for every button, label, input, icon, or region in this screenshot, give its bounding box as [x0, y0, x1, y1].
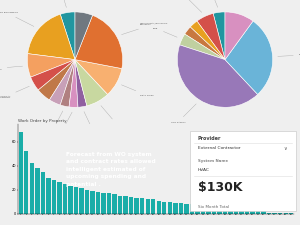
Bar — [201, 205, 205, 214]
Bar — [178, 203, 183, 214]
Wedge shape — [75, 15, 123, 69]
Wedge shape — [60, 60, 75, 107]
Wedge shape — [28, 14, 75, 60]
Bar — [278, 213, 282, 214]
Bar — [267, 213, 272, 214]
Text: $130K: $130K — [198, 181, 242, 194]
Bar — [134, 198, 139, 214]
Text: OTHER EQUIPMENT: OTHER EQUIPMENT — [170, 0, 202, 12]
Bar — [63, 184, 67, 214]
Bar — [68, 186, 73, 214]
Bar — [250, 211, 255, 214]
Text: Forecast from WO system
and contract rates allowed
intelligent estimated of
upco: Forecast from WO system and contract rat… — [66, 152, 156, 187]
Wedge shape — [75, 12, 93, 60]
Bar — [101, 193, 106, 214]
Bar — [112, 194, 117, 214]
Text: REAL SITES: REAL SITES — [122, 85, 153, 96]
Bar — [256, 211, 260, 214]
Bar — [289, 213, 293, 214]
Bar — [206, 207, 211, 214]
Bar — [190, 204, 194, 214]
Text: FIRE: FIRE — [153, 28, 177, 37]
Bar — [245, 210, 249, 214]
Wedge shape — [31, 60, 75, 90]
Bar — [40, 172, 45, 214]
Bar — [30, 163, 34, 214]
Bar — [195, 205, 200, 214]
Wedge shape — [75, 60, 122, 94]
Bar — [107, 193, 111, 214]
Text: PLUMBING: PLUMBING — [278, 54, 300, 56]
Wedge shape — [225, 12, 253, 60]
Wedge shape — [50, 60, 75, 105]
Bar — [184, 204, 189, 214]
Bar — [52, 180, 56, 214]
Bar — [19, 132, 23, 214]
FancyBboxPatch shape — [190, 131, 296, 211]
Text: HVAC: HVAC — [57, 0, 66, 7]
Bar — [96, 192, 100, 214]
Wedge shape — [213, 12, 225, 60]
Text: EMOTIONAL WELL...: EMOTIONAL WELL... — [49, 112, 73, 134]
Text: Six Month Total: Six Month Total — [198, 205, 229, 209]
Bar — [46, 178, 51, 214]
Text: External Contractor: External Contractor — [198, 146, 240, 150]
Text: UNIVERSAL: UNIVERSAL — [45, 111, 63, 132]
Bar — [261, 211, 266, 214]
Wedge shape — [69, 60, 78, 107]
Bar — [140, 198, 144, 214]
Bar — [85, 190, 89, 214]
Bar — [168, 202, 172, 214]
Bar — [284, 213, 288, 214]
Wedge shape — [27, 54, 75, 77]
Wedge shape — [190, 21, 225, 60]
Bar — [157, 200, 161, 214]
Wedge shape — [177, 45, 258, 107]
Bar — [24, 151, 28, 214]
Wedge shape — [185, 27, 225, 60]
Bar — [118, 196, 122, 214]
Text: Provider: Provider — [198, 136, 221, 141]
Text: PLUMBING: PLUMBING — [203, 0, 218, 7]
Bar — [146, 199, 150, 214]
Text: ELECTRICAL
EQUIPMENT: ELECTRICAL EQUIPMENT — [0, 86, 29, 99]
Wedge shape — [180, 34, 225, 60]
Bar — [129, 197, 134, 214]
Bar — [173, 203, 178, 214]
Bar — [162, 202, 166, 214]
Text: STRUCTURAL/BUILDING
SECURITY: STRUCTURAL/BUILDING SECURITY — [122, 22, 168, 35]
Bar — [217, 208, 222, 214]
Text: TRADE EQUIPMENT: TRADE EQUIPMENT — [0, 12, 34, 27]
Text: HVAC: HVAC — [198, 168, 209, 172]
Text: OTHER
LIFE SAFETY: OTHER LIFE SAFETY — [84, 112, 101, 134]
Wedge shape — [38, 60, 75, 100]
Bar — [79, 189, 84, 214]
Wedge shape — [75, 60, 87, 107]
Bar — [228, 209, 233, 214]
Text: LIFE SAFETY: LIFE SAFETY — [171, 104, 196, 123]
Bar — [74, 187, 78, 214]
Bar — [151, 199, 155, 214]
Bar — [123, 196, 128, 214]
Text: Work Order by Property: Work Order by Property — [18, 119, 67, 123]
Bar — [239, 210, 244, 214]
Text: System Name: System Name — [198, 159, 228, 163]
Bar — [272, 213, 277, 214]
Wedge shape — [197, 14, 225, 60]
Bar — [223, 208, 227, 214]
Text: PLUMBING: PLUMBING — [101, 106, 123, 125]
Wedge shape — [225, 21, 273, 94]
Bar — [90, 191, 95, 214]
Bar — [35, 168, 40, 214]
Text: FACILITY SERVICES: FACILITY SERVICES — [0, 66, 22, 70]
Bar — [57, 182, 62, 214]
Bar — [234, 209, 238, 214]
Wedge shape — [75, 60, 108, 106]
Bar — [212, 207, 216, 214]
Wedge shape — [60, 12, 75, 60]
Text: ∨: ∨ — [283, 146, 286, 151]
